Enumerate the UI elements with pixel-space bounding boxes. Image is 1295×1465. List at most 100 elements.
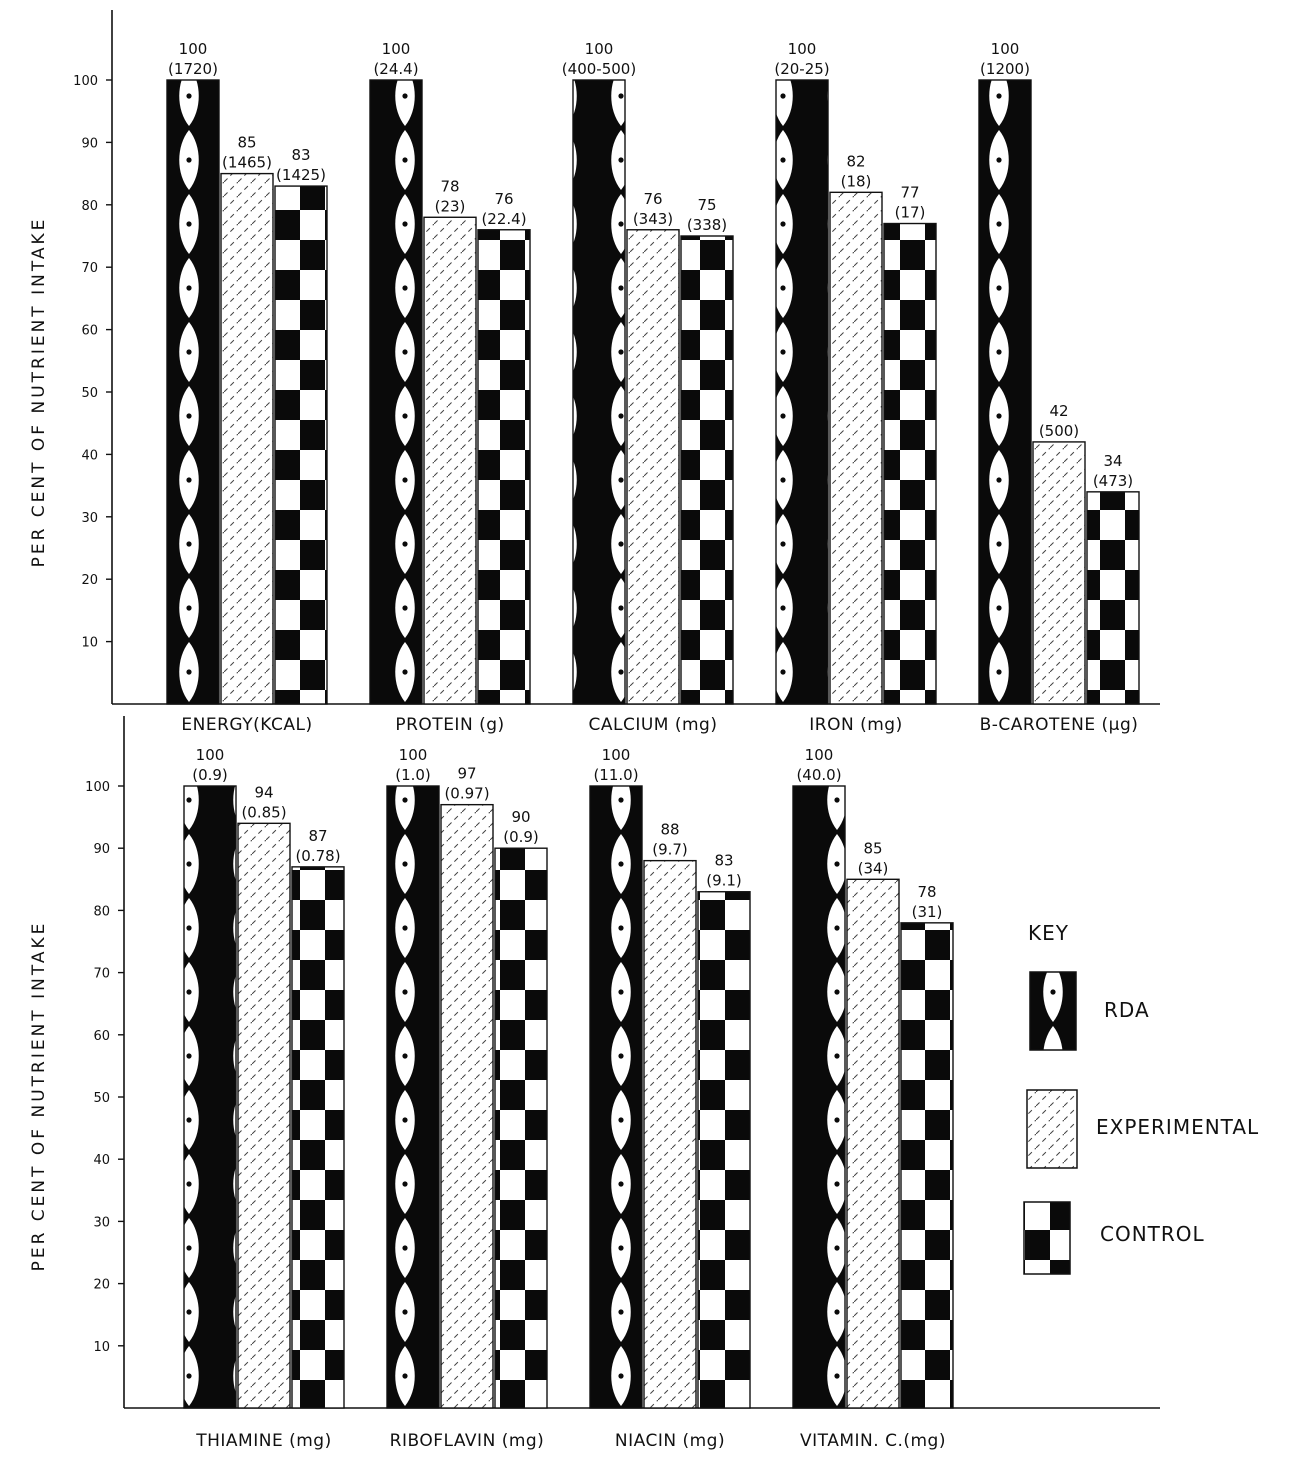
y-tick-label: 20 (93, 1278, 110, 1293)
data-sub-label-experimental: (18) (841, 172, 872, 190)
data-sub-label-experimental: (23) (435, 197, 466, 215)
data-label-control: 77 (900, 184, 919, 202)
data-sub-label-control: (0.9) (503, 828, 539, 846)
y-tick-label: 100 (73, 74, 98, 89)
data-label-experimental: 85 (237, 134, 256, 152)
data-label-rda: 100 (196, 746, 225, 764)
legend-label-control: CONTROL (1100, 1222, 1205, 1246)
category-label: B-CAROTENE (µg) (980, 715, 1139, 735)
y-tick-label: 80 (81, 199, 98, 214)
y-tick-label: 50 (81, 386, 98, 401)
data-label-experimental: 88 (660, 821, 679, 839)
bar-experimental (237, 822, 291, 1409)
y-tick-label: 60 (93, 1029, 110, 1044)
y-tick-label: 70 (93, 967, 110, 982)
bar-rda (183, 785, 237, 1409)
data-sub-label-rda: (1200) (980, 60, 1030, 78)
data-sub-label-control: (0.78) (295, 847, 340, 865)
bar-control (680, 235, 734, 705)
data-label-experimental: 82 (846, 152, 865, 170)
y-tick-label: 50 (93, 1091, 110, 1106)
data-sub-label-control: (17) (895, 204, 926, 222)
data-label-rda: 100 (805, 746, 834, 764)
bar-rda (775, 79, 829, 705)
bar-control (291, 866, 345, 1409)
bar-control (274, 185, 328, 705)
legend-title: KEY (1028, 921, 1069, 945)
data-label-experimental: 97 (457, 765, 476, 783)
data-label-rda: 100 (991, 40, 1020, 58)
data-label-control: 76 (494, 190, 513, 208)
bar-rda (386, 785, 440, 1409)
category-label: RIBOFLAVIN (mg) (390, 1431, 545, 1451)
y-tick-label: 90 (93, 842, 110, 857)
bar-experimental (626, 229, 680, 705)
data-label-rda: 100 (602, 746, 631, 764)
y-tick-label: 40 (81, 448, 98, 463)
category-label: IRON (mg) (809, 715, 902, 735)
bar-rda (166, 79, 220, 705)
legend-label-experimental: EXPERIMENTAL (1096, 1115, 1259, 1139)
bar-experimental (440, 803, 494, 1409)
bar-rda (792, 785, 846, 1409)
bar-experimental (643, 859, 697, 1409)
data-sub-label-experimental: (0.85) (241, 803, 286, 821)
y-axis-label: PER CENT OF NUTRIENT INTAKE (29, 217, 49, 568)
legend-swatch-rda (1029, 971, 1077, 1051)
bar-experimental (423, 216, 477, 705)
data-sub-label-experimental: (0.97) (444, 785, 489, 803)
y-tick-label: 70 (81, 261, 98, 276)
data-label-control: 83 (714, 852, 733, 870)
category-label: ENERGY(KCAL) (181, 715, 312, 735)
bar-experimental (1032, 441, 1086, 705)
bar-control (900, 922, 954, 1409)
bar-control (1086, 491, 1140, 705)
category-label: NIACIN (mg) (615, 1431, 725, 1451)
category-label: CALCIUM (mg) (589, 715, 718, 735)
bar-rda (589, 785, 643, 1409)
category-label: THIAMINE (mg) (195, 1431, 331, 1451)
data-sub-label-rda: (11.0) (593, 766, 638, 784)
y-tick-label: 40 (93, 1153, 110, 1168)
data-label-experimental: 94 (254, 783, 273, 801)
y-tick-label: 20 (81, 573, 98, 588)
data-sub-label-rda: (0.9) (192, 766, 228, 784)
data-sub-label-rda: (24.4) (373, 60, 418, 78)
data-label-control: 90 (511, 808, 530, 826)
bar-experimental (220, 172, 274, 705)
y-tick-label: 90 (81, 136, 98, 151)
y-tick-label: 100 (85, 780, 110, 795)
data-sub-label-control: (9.1) (706, 872, 742, 890)
bar-experimental (846, 878, 900, 1409)
data-sub-label-rda: (1720) (168, 60, 218, 78)
data-label-rda: 100 (399, 746, 428, 764)
bar-rda (572, 79, 626, 705)
bar-control (494, 847, 548, 1409)
y-tick-label: 10 (81, 636, 98, 651)
data-sub-label-rda: (1.0) (395, 766, 431, 784)
data-label-control: 83 (291, 146, 310, 164)
legend-swatch-control (1023, 1201, 1071, 1275)
data-sub-label-experimental: (1465) (222, 154, 272, 172)
data-sub-label-experimental: (34) (858, 859, 889, 877)
y-tick-label: 80 (93, 904, 110, 919)
data-sub-label-rda: (40.0) (796, 766, 841, 784)
data-label-experimental: 85 (863, 839, 882, 857)
data-sub-label-rda: (400-500) (562, 60, 636, 78)
category-label: PROTEIN (g) (395, 715, 504, 735)
data-label-control: 34 (1103, 452, 1122, 470)
data-sub-label-control: (22.4) (481, 210, 526, 228)
category-label: VITAMIN. C.(mg) (800, 1431, 946, 1451)
legend: KEY RDA EXPERIMENTAL CONTROL (1023, 921, 1259, 1275)
data-label-rda: 100 (788, 40, 817, 58)
y-tick-label: 10 (93, 1340, 110, 1355)
data-sub-label-experimental: (500) (1039, 422, 1079, 440)
data-label-rda: 100 (382, 40, 411, 58)
data-label-control: 75 (697, 196, 716, 214)
y-tick-label: 30 (93, 1215, 110, 1230)
y-tick-label: 30 (81, 511, 98, 526)
bar-control (883, 222, 937, 705)
data-sub-label-experimental: (343) (633, 210, 673, 228)
y-axis-label: PER CENT OF NUTRIENT INTAKE (29, 921, 49, 1272)
chart-panel-top: PER CENT OF NUTRIENT INTAKE 10 20 30 40 50 60… (29, 10, 1160, 735)
